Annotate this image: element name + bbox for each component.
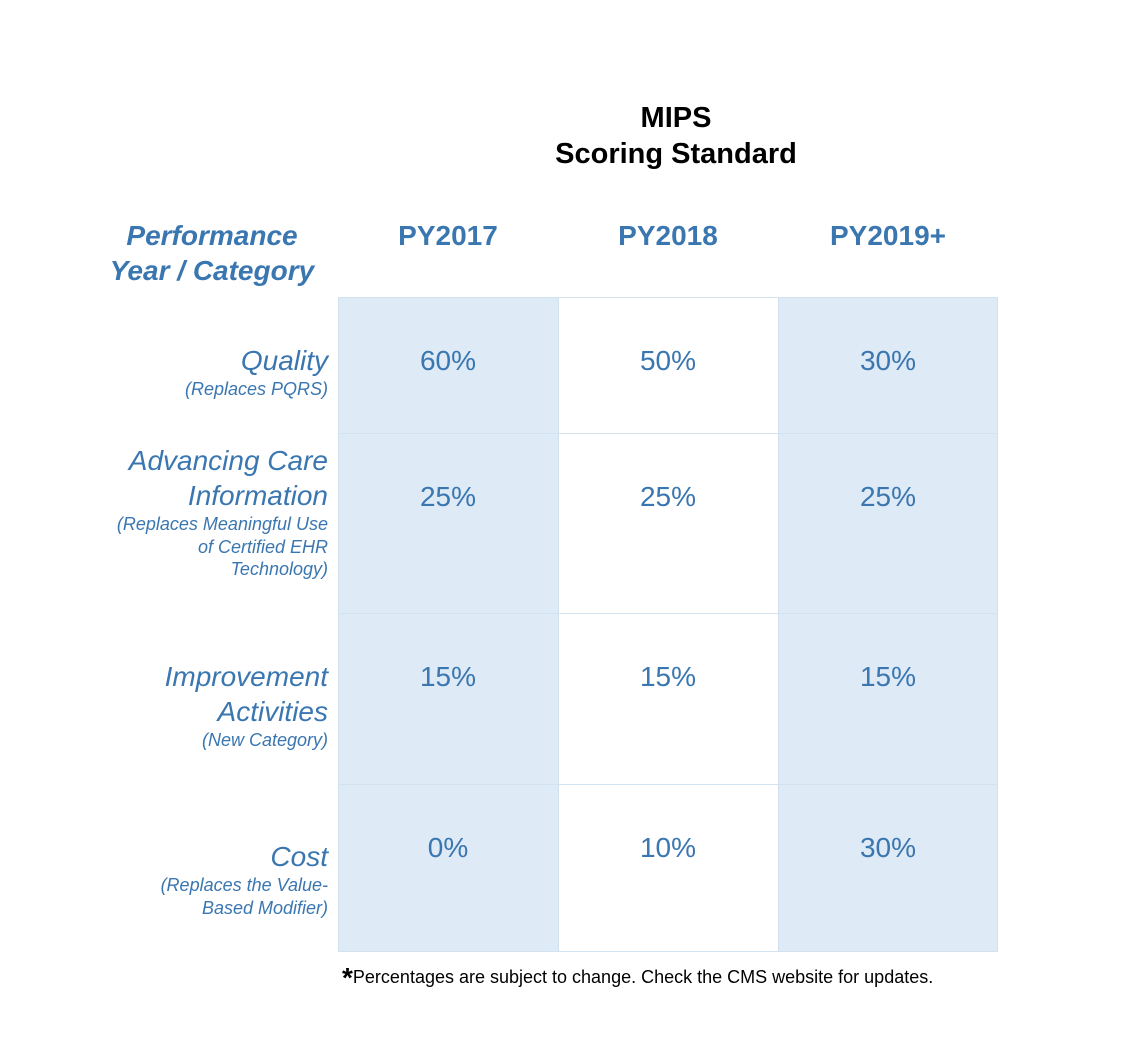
table-divider — [338, 297, 998, 298]
value-aci-py2018: 25% — [639, 481, 697, 512]
column-band-py2019 — [778, 297, 998, 952]
value-quality-py2019: 30% — [859, 345, 917, 376]
footnote-text: Percentages are subject to change. Check… — [352, 967, 934, 987]
table-divider — [338, 951, 998, 952]
value-ia-py2017: 15% — [419, 661, 477, 692]
column-header-py2017: PY2017 — [398, 220, 498, 251]
row-name: Cost — [270, 841, 328, 872]
row-label-cost: Cost (Replaces the Value- Based Modifier… — [161, 839, 328, 919]
row-note: (Replaces the Value- — [160, 875, 328, 895]
scoring-table: 60% 50% 30% 25% 25% 25% 15% 15% 15% 0% 1… — [338, 297, 998, 952]
value-ia-py2018: 15% — [639, 661, 697, 692]
chart-title-line-2: Scoring Standard — [555, 138, 797, 170]
row-note: (Replaces PQRS) — [184, 379, 328, 399]
column-header-py2019: PY2019+ — [830, 220, 946, 251]
footnote: *Percentages are subject to change. Chec… — [342, 960, 933, 995]
row-label-improvement-activities: Improvement Activities (New Category) — [165, 659, 328, 752]
column-band-py2017 — [338, 297, 558, 952]
row-note: Based Modifier) — [201, 897, 328, 918]
chart-title-line-1: MIPS — [640, 102, 712, 134]
row-note: Technology) — [230, 559, 328, 579]
column-header-py2018: PY2018 — [618, 220, 718, 251]
column-band-py2018 — [558, 297, 778, 952]
footnote-marker: * — [342, 962, 353, 993]
chart-title: MIPS Scoring Standard — [476, 100, 876, 172]
row-name: Improvement — [164, 661, 328, 692]
value-cost-py2019: 30% — [859, 832, 917, 863]
row-name: Quality — [240, 345, 328, 376]
row-note: (New Category) — [201, 730, 328, 750]
row-name: Information — [187, 480, 328, 511]
row-note: of Certified EHR — [197, 536, 328, 557]
value-aci-py2019: 25% — [859, 481, 917, 512]
value-cost-py2018: 10% — [639, 832, 697, 863]
row-name: Advancing Care — [128, 445, 328, 476]
value-cost-py2017: 0% — [427, 832, 469, 863]
value-quality-py2018: 50% — [639, 345, 697, 376]
value-aci-py2017: 25% — [419, 481, 477, 512]
table-divider — [338, 613, 998, 614]
value-quality-py2017: 60% — [419, 345, 477, 376]
table-divider — [338, 784, 998, 785]
table-divider — [338, 433, 998, 434]
row-header-line-1: Performance — [126, 220, 298, 251]
row-label-quality: Quality (Replaces PQRS) — [185, 343, 328, 401]
row-note: (Replaces Meaningful Use — [116, 514, 328, 534]
row-name: Activities — [217, 696, 328, 727]
value-ia-py2019: 15% — [859, 661, 917, 692]
row-label-advancing-care-information: Advancing Care Information (Replaces Mea… — [117, 443, 328, 581]
row-header-title: Performance Year / Category — [60, 218, 364, 288]
row-header-line-2: Year / Category — [109, 255, 315, 286]
